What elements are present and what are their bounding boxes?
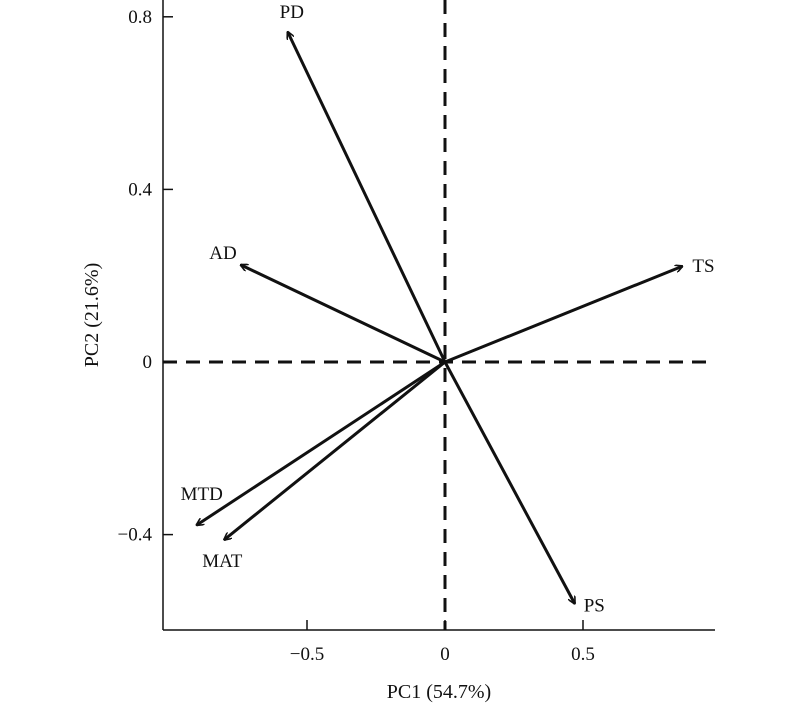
y-tick-label: −0.4 <box>118 525 153 546</box>
reference-lines <box>163 0 715 630</box>
vector-ts-arrow <box>444 266 682 364</box>
x-axis-ticks: −0.5 0 0.5 <box>290 620 595 665</box>
vector-ad-arrow <box>241 263 446 364</box>
vector-ps-arrow <box>443 361 577 604</box>
x-axis-label: PC1 (54.7%) <box>387 681 491 703</box>
y-axis-label: PC2 (21.6%) <box>81 263 103 367</box>
x-tick-label: −0.5 <box>290 644 324 665</box>
x-tick-label: 0.5 <box>571 644 595 665</box>
vector-pd-arrow <box>286 32 447 363</box>
vector-ps-label: PS <box>584 596 605 617</box>
y-axis-ticks: 0.8 0.4 0 −0.4 <box>118 7 173 546</box>
vector-ad-label: AD <box>209 243 236 264</box>
vector-mtd-label: MTD <box>181 484 223 505</box>
vector-mat-label: MAT <box>202 551 243 572</box>
vector-mtd-arrow <box>197 360 446 525</box>
vector-pd-label: PD <box>280 2 304 23</box>
vector-mat-arrow <box>224 360 446 540</box>
y-tick-label: 0.8 <box>128 7 152 28</box>
x-tick-label: 0 <box>440 644 450 665</box>
y-tick-label: 0 <box>143 352 153 373</box>
loading-vectors: PD AD TS MTD MAT PS <box>181 2 715 617</box>
y-tick-label: 0.4 <box>128 179 152 200</box>
vector-ts-label: TS <box>692 256 714 277</box>
